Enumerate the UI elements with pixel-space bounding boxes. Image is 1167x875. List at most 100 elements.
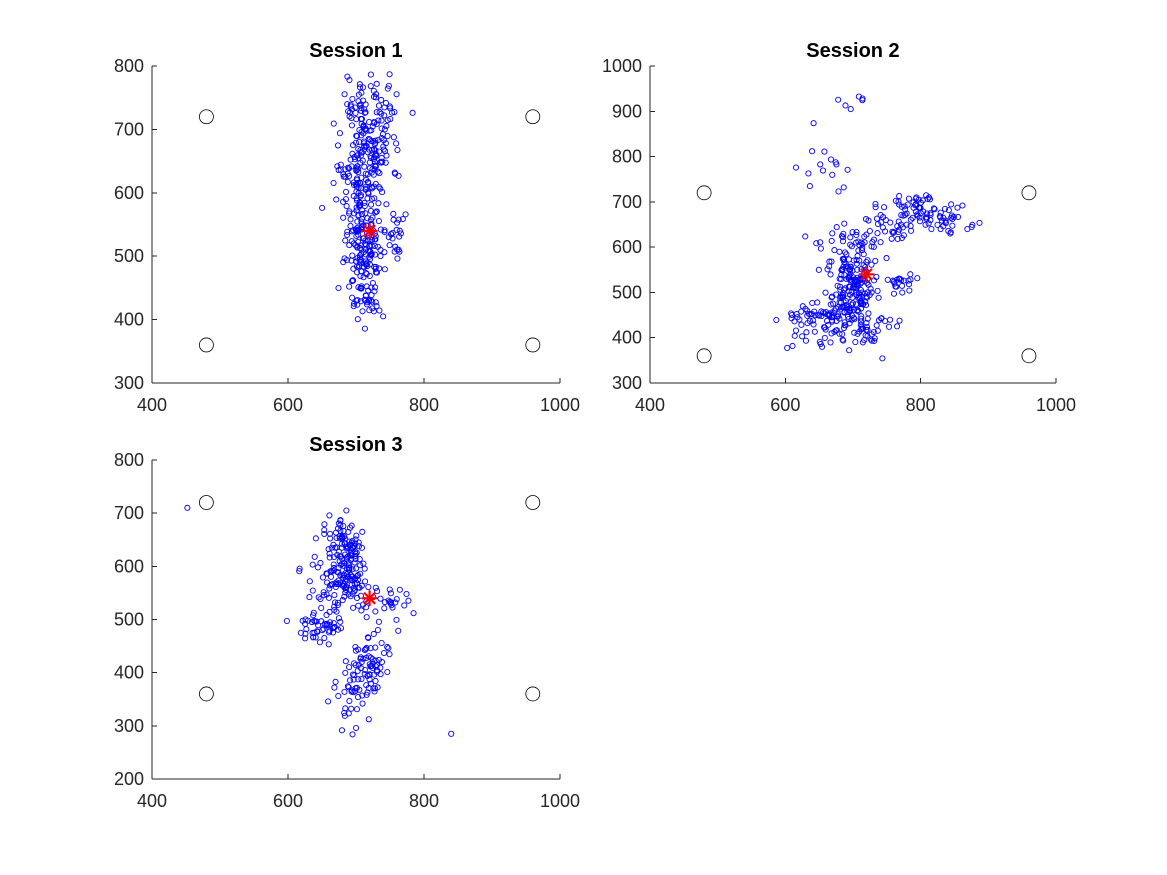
data-point (850, 274, 857, 281)
data-point (365, 135, 372, 143)
data-point (378, 96, 385, 104)
data-point (326, 627, 333, 634)
data-point (879, 224, 886, 231)
data-point (346, 242, 353, 249)
data-point (339, 597, 346, 604)
data-point (863, 294, 870, 301)
data-point (831, 310, 838, 317)
data-point (354, 694, 362, 701)
data-point (342, 658, 349, 665)
data-point (363, 176, 370, 183)
data-point (378, 125, 385, 132)
data-point (389, 109, 396, 116)
data-point (377, 226, 384, 233)
data-point (372, 677, 379, 685)
data-point (395, 216, 402, 223)
data-point (346, 565, 353, 572)
data-point (853, 285, 860, 292)
data-point (340, 259, 347, 266)
y-tick-label: 800 (114, 56, 144, 76)
data-point (888, 235, 895, 242)
data-point (316, 639, 323, 646)
data-point (872, 204, 879, 211)
data-point (821, 334, 828, 342)
data-point (375, 217, 382, 225)
data-point (353, 580, 360, 587)
data-point (850, 314, 857, 321)
data-point (829, 230, 836, 237)
data-point (354, 163, 361, 170)
data-point (862, 263, 869, 271)
data-point (342, 589, 349, 596)
data-point (959, 202, 966, 209)
data-point (354, 316, 361, 323)
calibration-target-marker (525, 495, 541, 510)
data-point (848, 243, 855, 250)
data-point (830, 313, 837, 320)
data-point (831, 307, 838, 314)
data-point (874, 287, 881, 294)
data-point (323, 570, 330, 577)
data-point (356, 102, 363, 109)
data-point (809, 299, 816, 307)
data-point (341, 688, 348, 695)
data-point (891, 229, 898, 236)
data-point (857, 315, 865, 322)
data-point (811, 328, 818, 335)
data-point (868, 261, 875, 268)
data-point (341, 712, 348, 719)
data-point (325, 698, 332, 705)
data-point (827, 156, 835, 163)
data-point (845, 283, 853, 290)
data-point (868, 337, 875, 344)
data-point (863, 326, 870, 333)
data-point (828, 317, 836, 324)
data-point (353, 532, 360, 539)
data-point (835, 188, 842, 195)
data-point (817, 245, 824, 252)
data-point (835, 96, 842, 103)
data-point (931, 206, 938, 213)
data-point (855, 293, 862, 300)
data-point (346, 172, 353, 179)
data-point (826, 263, 833, 270)
y-tick-label: 300 (114, 373, 144, 393)
data-point (896, 317, 903, 324)
data-point (828, 237, 835, 244)
data-point (353, 175, 361, 182)
calibration-target-marker (198, 495, 214, 510)
data-point (855, 294, 862, 301)
data-point (799, 333, 806, 340)
data-point (297, 629, 304, 636)
data-point (317, 595, 324, 603)
data-point (346, 76, 353, 84)
data-point (824, 311, 831, 318)
data-point (853, 228, 860, 236)
data-point (354, 179, 361, 186)
series-gaze-samples (773, 93, 983, 362)
data-point (788, 310, 795, 317)
data-point (353, 167, 360, 174)
data-point (389, 235, 396, 242)
data-point (858, 293, 865, 300)
data-point (340, 562, 347, 569)
data-point (784, 344, 791, 351)
data-point (841, 258, 848, 266)
data-point (822, 289, 829, 296)
data-point (930, 205, 937, 212)
data-point (870, 243, 877, 250)
data-point (354, 573, 361, 580)
data-point (347, 593, 354, 600)
data-point (829, 293, 836, 300)
data-point (342, 586, 349, 593)
data-point (330, 554, 338, 561)
data-point (380, 137, 387, 144)
data-point (828, 258, 835, 265)
data-point (333, 608, 340, 615)
y-tick-label: 600 (114, 556, 144, 576)
center-target-marker (858, 266, 875, 283)
data-point (296, 568, 303, 575)
data-point (873, 322, 880, 329)
data-point (342, 237, 349, 244)
data-point (363, 142, 370, 150)
